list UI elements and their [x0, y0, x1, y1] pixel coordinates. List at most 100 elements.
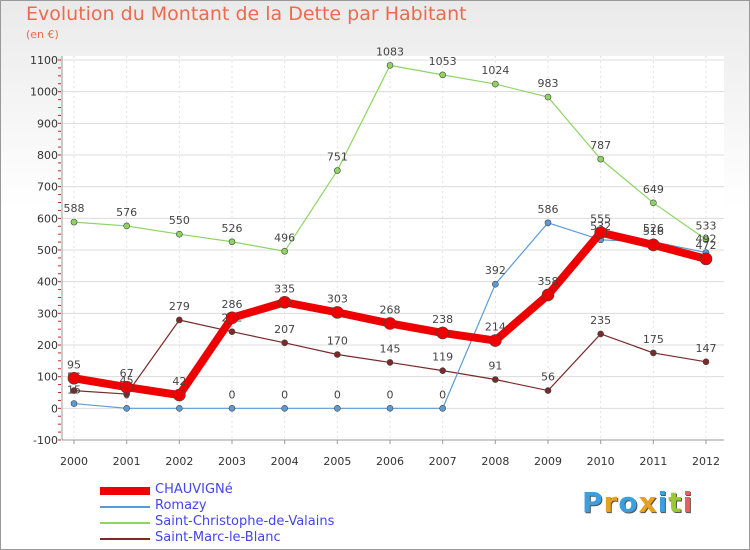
data-label-romazy: 0	[123, 388, 130, 401]
data-label-saint-marc-le-blanc: 175	[643, 333, 664, 346]
chart-subtitle: (en €)	[26, 28, 59, 41]
data-point-saint-marc-le-blanc	[702, 358, 710, 366]
y-tick-label: -100	[33, 434, 58, 447]
legend-swatch	[100, 506, 150, 508]
data-point-chauvign-	[699, 252, 713, 266]
x-tick-label: 2009	[534, 455, 562, 468]
data-label-saint-marc-le-blanc: 147	[696, 342, 717, 355]
data-label-saint-christophe-de-valains: 550	[169, 214, 190, 227]
data-point-romazy	[176, 405, 183, 412]
data-label-saint-marc-le-blanc: 279	[169, 300, 190, 313]
y-tick-label: 400	[37, 276, 58, 289]
data-point-chauvign-	[67, 371, 81, 385]
data-point-saint-marc-le-blanc	[439, 367, 446, 374]
data-point-romazy	[544, 219, 552, 227]
data-label-romazy: 0	[229, 388, 236, 401]
data-label-saint-christophe-de-valains: 526	[222, 222, 243, 235]
legend-swatch	[100, 487, 150, 495]
legend-item: Saint-Marc-le-Blanc	[100, 530, 420, 547]
data-point-chauvign-	[541, 288, 555, 302]
data-label-romazy: 492	[696, 233, 717, 246]
x-tick-label: 2008	[481, 455, 509, 468]
data-point-romazy	[123, 405, 130, 412]
y-tick-label: 1000	[30, 86, 58, 99]
chart-title: Evolution du Montant de la Dette par Hab…	[26, 3, 467, 25]
y-tick-label: 0	[51, 402, 58, 415]
x-tick-label: 2006	[376, 455, 404, 468]
data-point-chauvign-	[436, 326, 449, 340]
data-label-saint-marc-le-blanc: 145	[380, 342, 401, 355]
data-label-saint-christophe-de-valains: 1024	[481, 64, 509, 77]
data-point-saint-christophe-de-valains	[650, 199, 657, 207]
legend-item: CHAUVIGNé	[100, 482, 420, 499]
legend-item: Romazy	[100, 498, 420, 515]
series-saint-christophe-de-valains: 588 576 550 526 496 751 1083 1053 1024 983 787 649 5…	[64, 45, 717, 255]
data-point-chauvign-	[225, 311, 239, 325]
data-point-saint-marc-le-blanc	[334, 351, 341, 358]
data-point-romazy	[439, 405, 446, 412]
data-label-saint-christophe-de-valains: 1083	[376, 45, 404, 58]
x-tick-label: 2005	[323, 455, 351, 468]
data-label-romazy: 0	[387, 388, 394, 401]
data-point-saint-christophe-de-valains	[439, 71, 446, 79]
data-point-saint-christophe-de-valains	[334, 167, 341, 174]
data-label-chauvign-: 238	[432, 313, 453, 326]
data-point-saint-marc-le-blanc	[650, 349, 657, 357]
data-point-saint-christophe-de-valains	[386, 62, 394, 69]
y-tick-label: 600	[37, 212, 58, 225]
y-tick-label: 800	[37, 149, 58, 162]
data-label-chauvign-: 214	[485, 321, 506, 334]
data-label-romazy: 586	[538, 203, 559, 216]
data-point-romazy	[334, 405, 341, 412]
data-label-chauvign-: 555	[590, 213, 611, 226]
x-tick-label: 2000	[60, 455, 88, 468]
data-label-saint-christophe-de-valains: 533	[696, 220, 717, 233]
data-label-saint-christophe-de-valains: 496	[274, 231, 295, 244]
data-point-saint-marc-le-blanc	[228, 328, 236, 336]
data-label-chauvign-: 67	[120, 367, 134, 380]
data-label-saint-christophe-de-valains: 649	[643, 183, 664, 196]
data-point-saint-christophe-de-valains	[492, 80, 499, 88]
data-point-saint-marc-le-blanc	[70, 387, 78, 394]
x-tick-label: 2004	[271, 455, 299, 468]
data-point-romazy	[70, 400, 78, 407]
legend-label: Saint-Marc-le-Blanc	[155, 530, 281, 545]
data-point-chauvign-	[278, 295, 291, 309]
x-tick-label: 2010	[587, 455, 615, 468]
data-label-saint-marc-le-blanc: 170	[327, 335, 348, 348]
data-point-saint-christophe-de-valains	[123, 222, 130, 230]
x-tick-label: 2012	[692, 455, 720, 468]
y-tick-label: 300	[37, 307, 58, 320]
data-point-saint-christophe-de-valains	[597, 155, 604, 163]
legend-item: Saint-Christophe-de-Valains	[100, 514, 420, 531]
data-label-romazy: 15	[67, 384, 81, 397]
data-point-saint-marc-le-blanc	[492, 376, 499, 383]
x-tick-label: 2001	[113, 455, 141, 468]
data-point-romazy	[492, 280, 499, 288]
plot-area	[62, 56, 724, 440]
data-label-chauvign-: 268	[380, 303, 401, 316]
data-point-romazy	[228, 405, 236, 412]
series-chauvign-: 95 67 42 286 335 303 268 238 214 358 555 516 472	[67, 213, 717, 402]
data-point-saint-christophe-de-valains	[544, 93, 552, 101]
data-point-romazy	[281, 405, 288, 412]
data-label-saint-christophe-de-valains: 787	[590, 139, 611, 152]
data-label-saint-christophe-de-valains: 576	[116, 206, 137, 219]
legend-label: CHAUVIGNé	[155, 482, 233, 497]
data-point-saint-marc-le-blanc	[597, 330, 604, 338]
y-tick-label: 700	[37, 181, 58, 194]
data-label-chauvign-: 303	[327, 292, 348, 305]
x-tick-label: 2003	[218, 455, 246, 468]
data-point-saint-christophe-de-valains	[228, 238, 236, 246]
y-tick-label: 100	[37, 371, 58, 384]
data-label-chauvign-: 358	[538, 275, 559, 288]
data-label-saint-marc-le-blanc: 235	[590, 314, 611, 327]
y-tick-label: 500	[37, 244, 58, 257]
data-label-chauvign-: 516	[643, 225, 664, 238]
data-label-saint-christophe-de-valains: 751	[327, 151, 348, 164]
data-label-saint-christophe-de-valains: 588	[64, 202, 85, 215]
data-point-saint-christophe-de-valains	[702, 236, 710, 243]
y-tick-label: 900	[37, 117, 58, 130]
data-label-saint-marc-le-blanc: 207	[274, 323, 295, 336]
